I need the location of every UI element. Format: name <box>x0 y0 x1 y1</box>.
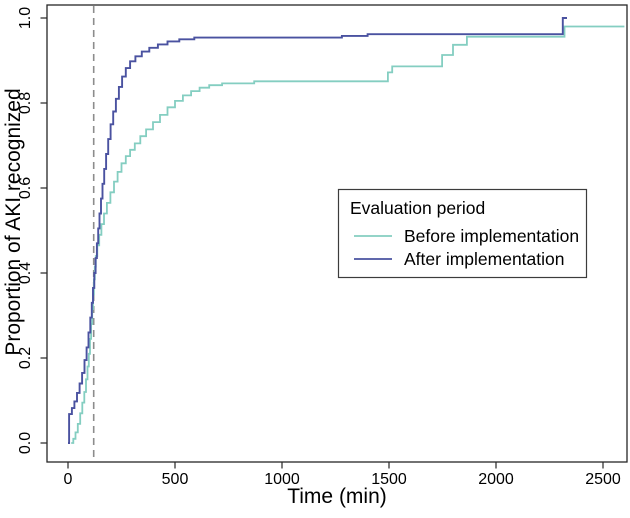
legend-label-before: Before implementation <box>404 226 579 246</box>
x-tick-label: 0 <box>64 471 73 488</box>
legend-border <box>337 188 588 279</box>
legend: Evaluation period Before implementation … <box>337 188 588 279</box>
x-tick-label: 1500 <box>371 471 407 488</box>
y-tick-label: 0.8 <box>17 92 34 114</box>
x-tick-label: 500 <box>162 471 189 488</box>
x-tick-label: 2500 <box>585 471 621 488</box>
x-tick-label: 1000 <box>264 471 300 488</box>
x-axis: 0 500 1000 1500 2000 2500 <box>64 462 621 488</box>
x-tick-label: 2000 <box>478 471 514 488</box>
after-implementation-curve <box>68 17 567 444</box>
legend-title: Evaluation period <box>350 198 485 218</box>
y-tick-label: 0.2 <box>17 347 34 369</box>
y-tick-label: 0.0 <box>17 432 34 454</box>
y-tick-label: 1.0 <box>17 7 34 29</box>
y-tick-label: 0.6 <box>17 177 34 199</box>
before-implementation-curve <box>71 25 625 444</box>
legend-label-after: After implementation <box>404 249 565 269</box>
y-tick-label: 0.4 <box>17 262 34 284</box>
x-axis-title: Time (min) <box>287 485 387 508</box>
y-axis-title: Proportion of AKI recognized <box>2 88 25 355</box>
y-axis: 0.0 0.2 0.4 0.6 0.8 1.0 <box>17 7 47 454</box>
